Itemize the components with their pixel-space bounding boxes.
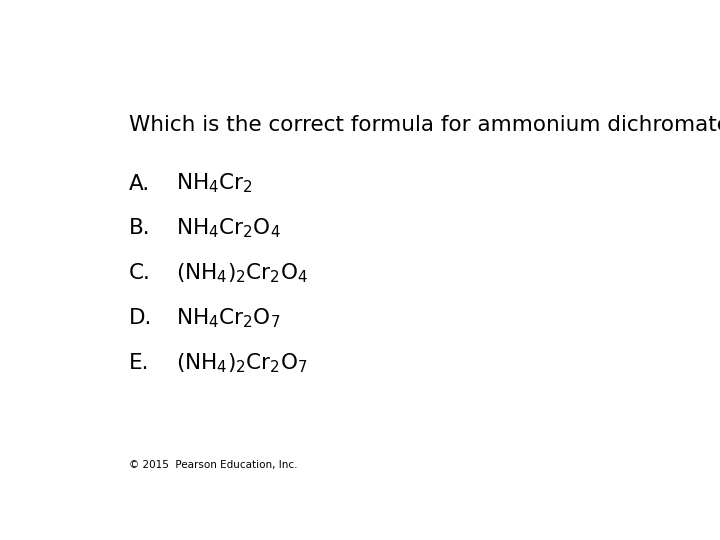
Text: $\mathregular{NH_4Cr_2O_4}$: $\mathregular{NH_4Cr_2O_4}$ xyxy=(176,217,281,240)
Text: E.: E. xyxy=(129,353,150,373)
Text: $\mathregular{NH_4Cr_2}$: $\mathregular{NH_4Cr_2}$ xyxy=(176,172,253,195)
Text: $\mathregular{NH_4Cr_2O_7}$: $\mathregular{NH_4Cr_2O_7}$ xyxy=(176,306,281,330)
Text: B.: B. xyxy=(129,219,150,239)
Text: A.: A. xyxy=(129,173,150,193)
Text: © 2015  Pearson Education, Inc.: © 2015 Pearson Education, Inc. xyxy=(129,460,297,470)
Text: C.: C. xyxy=(129,264,151,284)
Text: $\mathregular{(NH_4)_2Cr_2O_7}$: $\mathregular{(NH_4)_2Cr_2O_7}$ xyxy=(176,351,308,375)
Text: Which is the correct formula for ammonium dichromate?: Which is the correct formula for ammoniu… xyxy=(129,114,720,134)
Text: $\mathregular{(NH_4)_2Cr_2O_4}$: $\mathregular{(NH_4)_2Cr_2O_4}$ xyxy=(176,261,308,285)
Text: D.: D. xyxy=(129,308,153,328)
